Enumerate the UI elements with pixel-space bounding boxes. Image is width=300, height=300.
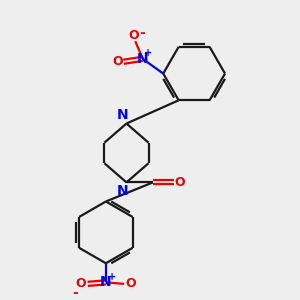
Text: N: N [137,52,148,66]
Text: O: O [174,176,185,189]
Text: +: + [108,272,116,281]
Text: N: N [117,184,129,198]
Text: O: O [112,55,123,68]
Text: O: O [125,278,136,290]
Text: O: O [128,29,139,42]
Text: O: O [76,278,86,290]
Text: -: - [72,286,78,300]
Text: +: + [144,48,152,58]
Text: -: - [139,26,145,40]
Text: N: N [117,108,129,122]
Text: N: N [100,275,112,290]
